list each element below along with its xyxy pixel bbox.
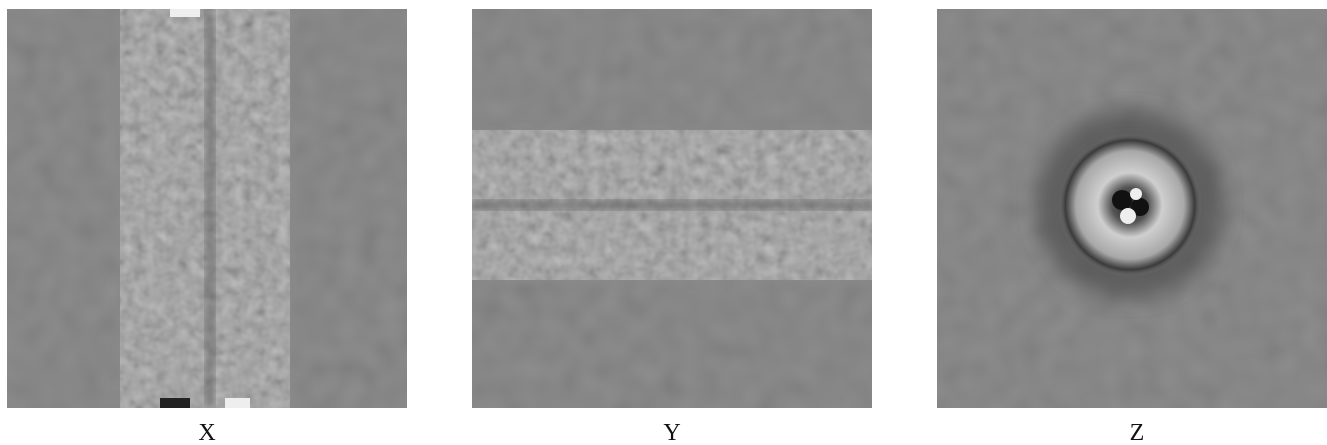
image-z: [937, 9, 1327, 408]
panel-label: Z: [1130, 420, 1145, 445]
image-x: [7, 9, 407, 408]
panel-label: Y: [663, 420, 680, 445]
image-y: [472, 9, 872, 408]
panel-label: X: [198, 420, 215, 445]
